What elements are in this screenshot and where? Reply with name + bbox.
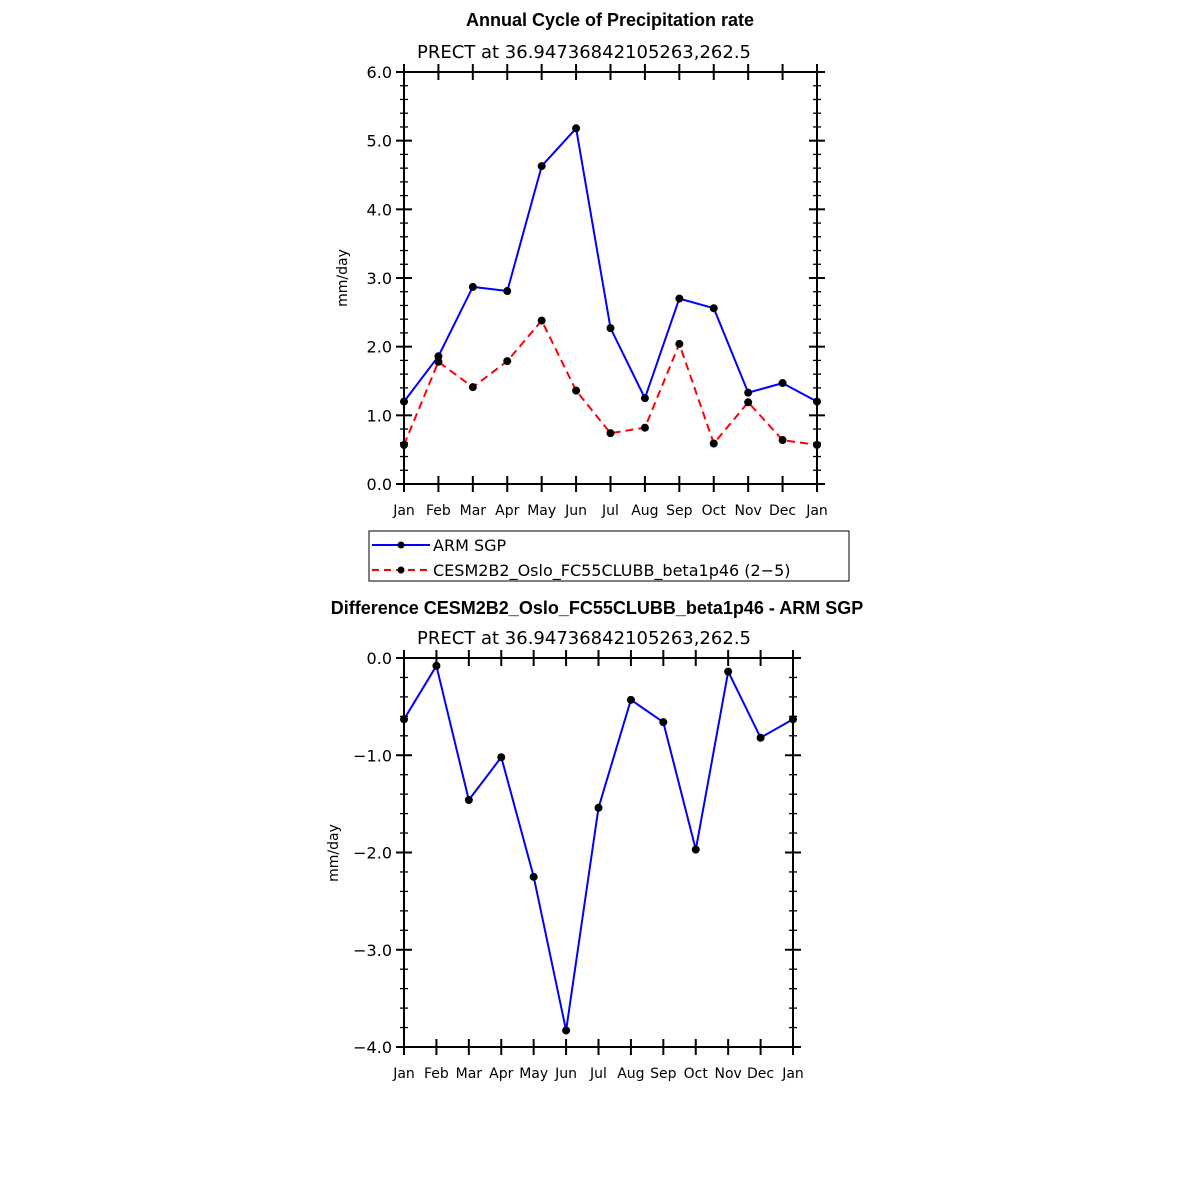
x-tick-label: Apr: [495, 503, 519, 519]
x-tick-label: Nov: [735, 503, 762, 519]
data-point: [400, 440, 408, 449]
chart2-tick-labels: Jan Feb Mar Apr May Jun Jul Aug Sep Oct Nov Dec Jan−…: [353, 649, 804, 1082]
data-point: [432, 661, 441, 670]
data-point: [497, 753, 506, 762]
data-point: [659, 718, 668, 727]
y-tick-label: 1.0: [367, 406, 392, 425]
data-point: [626, 695, 635, 704]
x-tick-label: Mar: [456, 1066, 483, 1082]
legend-marker-cesm: [397, 566, 405, 574]
data-point: [503, 287, 512, 296]
data-point: [640, 394, 649, 403]
x-tick-label: Jan: [805, 503, 828, 519]
legend-label-cesm: CESM2B2_Oslo_FC55CLUBB_beta1p46 (2−5): [433, 561, 791, 581]
x-tick-label: May: [519, 1066, 548, 1082]
data-point: [709, 439, 718, 448]
legend-marker-arm: [397, 541, 405, 549]
x-tick-label: Oct: [702, 503, 727, 519]
difference-chart: Difference CESM2B2_Oslo_FC55CLUBB_beta1p…: [326, 598, 863, 1082]
chart2-series: [400, 661, 797, 1035]
x-tick-label: Sep: [666, 503, 693, 519]
x-tick-label: Feb: [426, 503, 451, 519]
chart1-title: Annual Cycle of Precipitation rate: [466, 10, 754, 30]
data-point: [400, 715, 408, 724]
data-point: [572, 386, 581, 395]
legend-box: [368, 530, 850, 582]
data-point: [468, 383, 477, 392]
y-tick-label: 2.0: [367, 338, 392, 357]
x-tick-label: Feb: [424, 1066, 449, 1082]
data-point: [813, 397, 821, 406]
chart2-subtitle: PRECT at 36.94736842105263,262.5: [417, 628, 751, 649]
annual-cycle-chart: Annual Cycle of Precipitation rate PRECT…: [335, 10, 828, 519]
y-tick-label: −2.0: [353, 844, 392, 863]
y-tick-label: 0.0: [367, 649, 392, 668]
data-point: [709, 304, 718, 313]
legend-label-arm: ARM SGP: [433, 536, 507, 555]
data-point: [744, 398, 753, 407]
x-tick-label: Aug: [631, 503, 658, 519]
data-point: [813, 440, 821, 449]
data-point: [778, 379, 787, 388]
data-point: [606, 324, 615, 333]
data-point: [691, 845, 700, 854]
y-tick-label: −4.0: [353, 1038, 392, 1057]
data-point: [434, 357, 443, 366]
chart2-axes: [396, 650, 801, 1055]
data-point: [529, 872, 538, 881]
chart1-subtitle: PRECT at 36.94736842105263,262.5: [417, 42, 751, 63]
data-point: [744, 388, 753, 397]
y-tick-label: −1.0: [353, 746, 392, 765]
data-point: [434, 352, 443, 361]
x-tick-label: Jan: [392, 1066, 415, 1082]
x-tick-label: Nov: [715, 1066, 742, 1082]
chart2-ylabel: mm/day: [326, 824, 342, 882]
x-tick-label: Jul: [589, 1066, 607, 1082]
y-tick-label: 5.0: [367, 132, 392, 151]
data-point: [640, 423, 649, 432]
data-point: [789, 715, 797, 724]
chart2-title: Difference CESM2B2_Oslo_FC55CLUBB_beta1p…: [331, 598, 863, 618]
x-tick-label: May: [527, 503, 556, 519]
data-point: [594, 803, 603, 812]
data-point: [464, 795, 473, 804]
legend: ARM SGP CESM2B2_Oslo_FC55CLUBB_beta1p46 …: [368, 530, 850, 582]
data-point: [675, 294, 684, 303]
data-point: [537, 316, 546, 325]
data-point: [468, 282, 477, 291]
x-tick-label: Mar: [460, 503, 487, 519]
y-tick-label: 4.0: [367, 200, 392, 219]
x-tick-label: Sep: [650, 1066, 677, 1082]
data-point: [778, 436, 787, 445]
x-tick-label: Jan: [781, 1066, 804, 1082]
x-tick-label: Jun: [564, 503, 587, 519]
chart1-axes: [396, 64, 825, 492]
x-tick-label: Jul: [601, 503, 619, 519]
chart1-series: [400, 124, 821, 449]
chart1-tick-labels: Jan Feb Mar Apr May Jun Jul Aug Sep Oct Nov Dec Jan0…: [367, 63, 828, 519]
y-tick-label: 6.0: [367, 63, 392, 82]
y-tick-label: −3.0: [353, 941, 392, 960]
data-point: [606, 429, 615, 438]
x-tick-label: Dec: [747, 1066, 774, 1082]
data-point: [724, 667, 733, 676]
data-point: [503, 357, 512, 366]
data-point: [756, 733, 765, 742]
x-tick-label: Dec: [769, 503, 796, 519]
x-tick-label: Aug: [617, 1066, 644, 1082]
data-point: [400, 397, 408, 406]
data-point: [572, 124, 581, 133]
data-point: [562, 1026, 571, 1035]
y-tick-label: 3.0: [367, 269, 392, 288]
y-tick-label: 0.0: [367, 475, 392, 494]
x-tick-label: Apr: [489, 1066, 513, 1082]
data-point: [537, 162, 546, 171]
x-tick-label: Jun: [554, 1066, 577, 1082]
x-tick-label: Oct: [684, 1066, 709, 1082]
data-point: [675, 339, 684, 348]
chart1-ylabel: mm/day: [335, 249, 351, 307]
x-tick-label: Jan: [392, 503, 415, 519]
